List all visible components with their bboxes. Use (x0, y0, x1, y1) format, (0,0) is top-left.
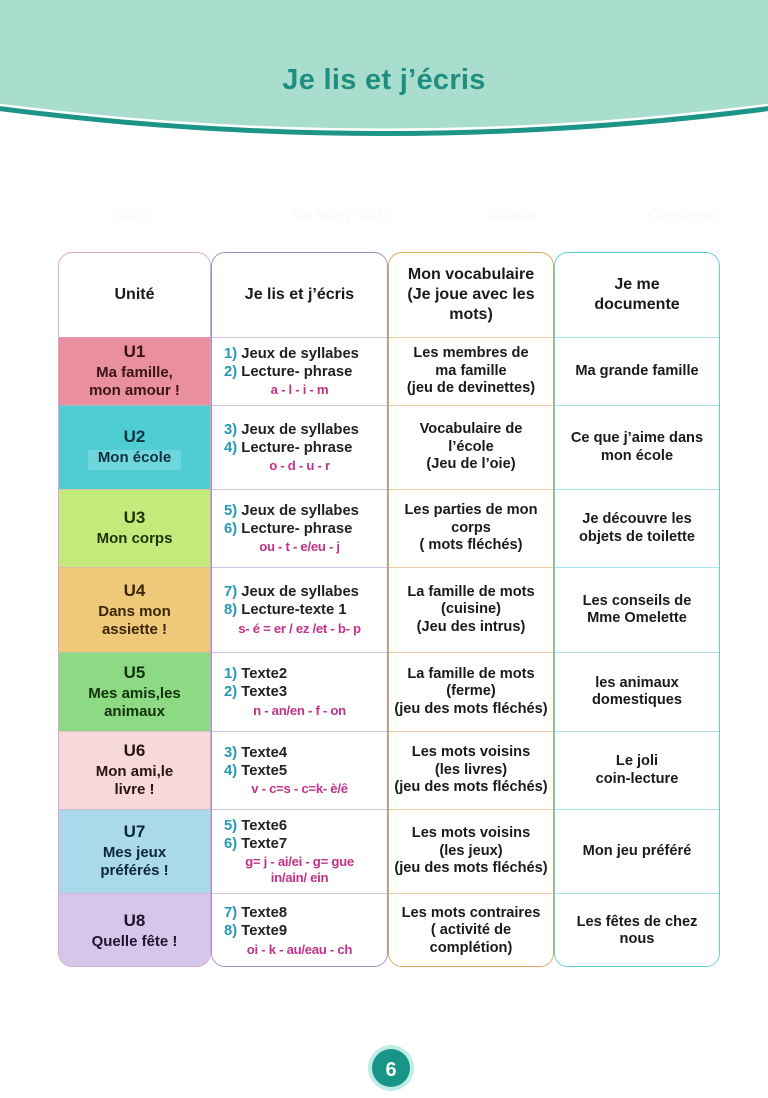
svg-text:6: 6 (385, 1059, 396, 1081)
